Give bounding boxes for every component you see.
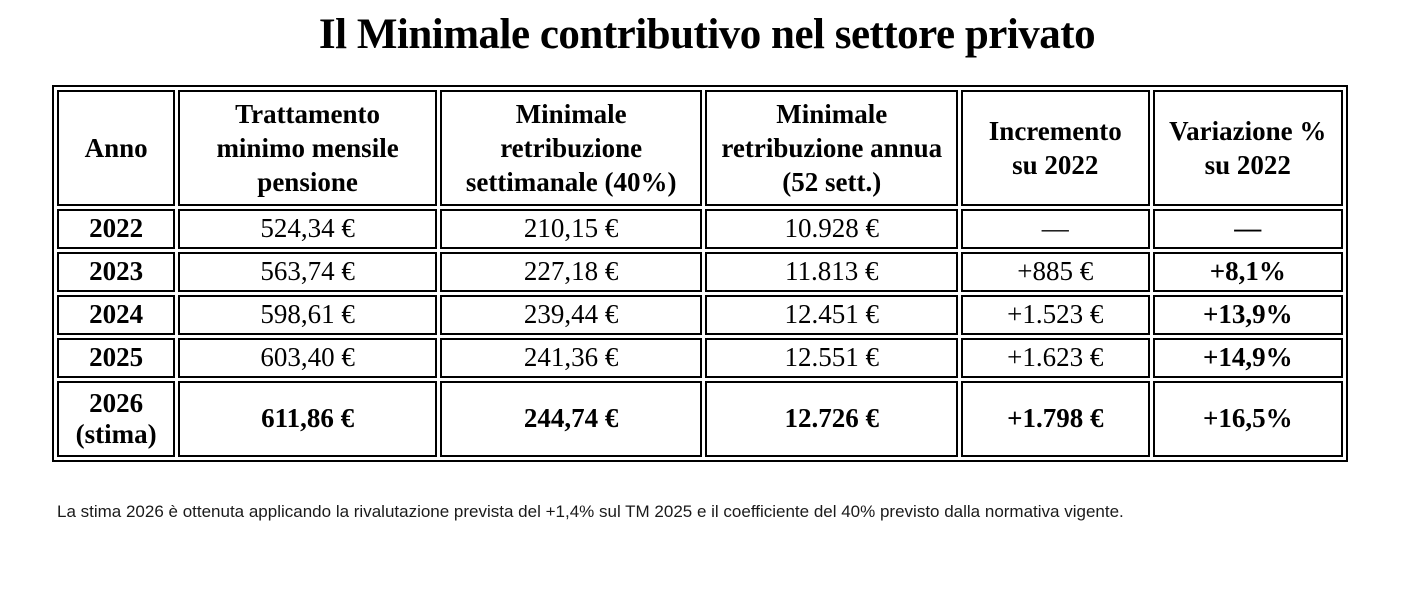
cell-tm_mensile: 598,61 € [178, 295, 437, 335]
cell-anno: 2023 [57, 252, 176, 292]
column-header-min_settimanale: Minimale retribuzione settimanale (40%) [439, 90, 703, 206]
cell-min_settimanale: 210,15 € [439, 209, 703, 249]
table-row: 2026 (stima) 611,86 €244,74 €12.726 € +1.7… [57, 381, 1343, 457]
column-header-anno: Anno [57, 90, 176, 206]
column-header-tm_mensile: Trattamento minimo mensile pensione [178, 90, 437, 206]
column-header-min_annua: Minimale retribuzione annua (52 sett.) [705, 90, 959, 206]
cell-tm_mensile: 563,74 € [178, 252, 437, 292]
cell-anno: 2022 [57, 209, 176, 249]
cell-min_annua: 12.451 € [705, 295, 959, 335]
cell-incremento: +1.523 € [961, 295, 1150, 335]
cell-min_annua: 12.551 € [705, 338, 959, 378]
cell-min_settimanale: 239,44 € [439, 295, 703, 335]
cell-anno: 2024 [57, 295, 176, 335]
cell-incremento: — [961, 209, 1150, 249]
cell-incremento: +1.623 € [961, 338, 1150, 378]
cell-anno: 2025 [57, 338, 176, 378]
cell-incremento: +885 € [961, 252, 1150, 292]
cell-tm_mensile: 611,86 € [178, 381, 437, 457]
cell-min_settimanale: 244,74 € [439, 381, 703, 457]
table-row: 2023 563,74 €227,18 €11.813 € +885 € +8,1% [57, 252, 1343, 292]
column-header-variazione: Variazione % su 2022 [1152, 90, 1343, 206]
table-row: 2025 603,40 €241,36 €12.551 € +1.623 € +14,… [57, 338, 1343, 378]
cell-variazione: +8,1% [1152, 252, 1343, 292]
cell-variazione: +14,9% [1152, 338, 1343, 378]
table-row: 2024 598,61 €239,44 €12.451 € +1.523 € +13,… [57, 295, 1343, 335]
cell-min_settimanale: 227,18 € [439, 252, 703, 292]
page-title: Il Minimale contributivo nel settore pri… [318, 11, 1096, 58]
cell-min_annua: 12.726 € [705, 381, 959, 457]
cell-tm_mensile: 603,40 € [178, 338, 437, 378]
cell-variazione: — [1152, 209, 1343, 249]
cell-variazione: +13,9% [1152, 295, 1343, 335]
cell-anno: 2026 (stima) [57, 381, 176, 457]
cell-incremento: +1.798 € [961, 381, 1150, 457]
table-row: 2022 524,34 €210,15 €10.928 € — — [57, 209, 1343, 249]
column-header-incremento: Incremento su 2022 [961, 90, 1150, 206]
table-header-row: Anno Trattamento minimo mensile pensione M… [57, 90, 1343, 206]
cell-min_annua: 11.813 € [705, 252, 959, 292]
contribution-table: Anno Trattamento minimo mensile pensione M… [52, 85, 1348, 462]
cell-min_settimanale: 241,36 € [439, 338, 703, 378]
table-body: 2022 524,34 €210,15 €10.928 € — —2023 563,74… [57, 209, 1343, 457]
footnote-text: La stima 2026 è ottenuta applicando la r… [57, 502, 1124, 521]
cell-variazione: +16,5% [1152, 381, 1343, 457]
cell-tm_mensile: 524,34 € [178, 209, 437, 249]
cell-min_annua: 10.928 € [705, 209, 959, 249]
